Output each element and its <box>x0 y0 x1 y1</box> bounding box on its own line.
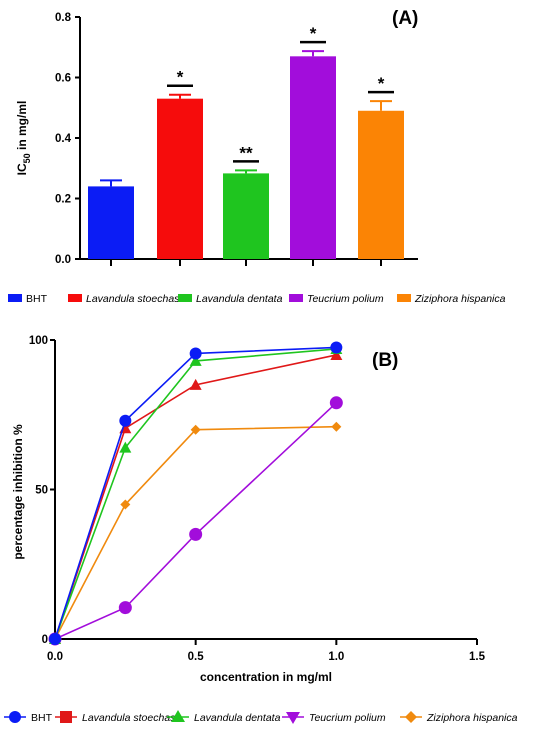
panel-b-x-axis-label: concentration in mg/ml <box>200 670 332 684</box>
legend-b-marker-2 <box>171 710 185 722</box>
legend-a-swatch-3 <box>289 294 303 302</box>
bar-3 <box>290 56 336 260</box>
legend-b-label-4: Ziziphora hispanica <box>426 712 518 724</box>
panel-b-x-tick-label: 0.5 <box>188 651 205 663</box>
significance-mark-3: * <box>310 24 317 43</box>
panel-a-y-axis-label: IC50 in mg/ml <box>15 101 32 176</box>
series-point-0-1 <box>119 414 132 427</box>
panel-b-axes: 0 50 100 0.0 0.5 1.0 1.5 <box>29 335 486 663</box>
series-point-4-2 <box>190 424 201 435</box>
panel-a-label: (A) <box>392 8 418 29</box>
panel-a-y-tick-label: 0.6 <box>55 73 71 85</box>
bar-2 <box>223 173 269 259</box>
panel-b-y-tick-label: 50 <box>35 485 48 497</box>
panel-b-legend: BHT Lavandula stoechas Lavandula dentata Te… <box>4 710 518 724</box>
legend-a-label-4: Ziziphora hispanica <box>414 293 506 305</box>
series-line-0 <box>54 346 337 640</box>
series-point-2-1 <box>119 441 132 453</box>
series-0 <box>49 341 343 645</box>
panel-b-series <box>48 341 343 646</box>
panel-b-x-tick-label: 1.5 <box>469 651 486 663</box>
series-line-3 <box>54 402 337 640</box>
series-line-1 <box>54 354 337 640</box>
legend-b-marker-4 <box>405 711 417 723</box>
series-point-1-3 <box>330 348 343 360</box>
bar-4 <box>358 110 404 260</box>
panel-b-x-tick-label: 1.0 <box>328 651 344 663</box>
legend-a-label-3: Teucrium polium <box>307 293 384 305</box>
panel-a-y-tick-label: 0.0 <box>55 254 71 266</box>
series-point-4-1 <box>120 499 131 510</box>
legend-b-label-1: Lavandula stoechas <box>82 712 176 724</box>
panel-b-label: (B) <box>372 350 398 371</box>
panel-a-bars: ***** <box>88 24 404 260</box>
legend-a-swatch-2 <box>178 294 192 302</box>
legend-b-label-0: BHT <box>31 712 53 724</box>
panel-b-y-tick-label: 0 <box>42 634 48 646</box>
panel-b-y-tick-label: 100 <box>29 335 48 347</box>
panel-b-y-axis-label: percentage inhibition % <box>11 424 25 560</box>
series-point-3-2 <box>189 527 203 541</box>
series-1 <box>49 348 343 644</box>
legend-b-marker-1 <box>60 711 72 723</box>
legend-b-marker-3 <box>286 712 300 724</box>
series-point-1-2 <box>189 378 202 390</box>
legend-b-marker-0 <box>9 711 21 723</box>
significance-mark-2: ** <box>239 143 253 162</box>
series-point-4-3 <box>331 421 342 432</box>
series-point-0-3 <box>330 341 343 354</box>
legend-b-label-3: Teucrium polium <box>309 712 386 724</box>
series-line-4 <box>54 425 337 640</box>
series-point-0-0 <box>49 633 61 645</box>
series-point-3-3 <box>329 396 343 410</box>
series-point-0-2 <box>189 347 202 360</box>
legend-a-swatch-0 <box>8 294 22 302</box>
panel-b-x-tick-label: 0.0 <box>47 651 63 663</box>
panel-a-y-tick-label: 0.4 <box>55 133 72 145</box>
legend-a-label-0: BHT <box>26 293 48 305</box>
legend-b-label-2: Lavandula dentata <box>194 712 281 724</box>
series-point-3-1 <box>118 601 132 615</box>
bar-0 <box>88 186 134 259</box>
legend-a-label-2: Lavandula dentata <box>196 293 283 305</box>
panel-a-y-tick-label: 0.2 <box>55 194 71 206</box>
panel-a-tick-labels: 0.0 0.2 0.4 0.6 0.8 <box>55 12 72 266</box>
legend-a-swatch-4 <box>397 294 411 302</box>
panel-a-legend: BHT Lavandula stoechas Lavandula dentata Te… <box>8 293 506 305</box>
series-line-2 <box>54 348 337 640</box>
panel-a-y-tick-label: 0.8 <box>55 12 72 24</box>
bar-1 <box>157 98 203 259</box>
panel-b-line-chart: (B) percentage inhibition % concentratio… <box>11 335 486 684</box>
legend-a-swatch-1 <box>68 294 82 302</box>
significance-mark-4: * <box>378 74 385 93</box>
panel-a-bar-chart: (A) IC50 in mg/ml ***** 0.00.20.40.60.8 <box>15 8 418 266</box>
legend-a-label-1: Lavandula stoechas <box>86 293 180 305</box>
significance-mark-1: * <box>177 68 184 87</box>
series-point-2-2 <box>189 354 202 366</box>
